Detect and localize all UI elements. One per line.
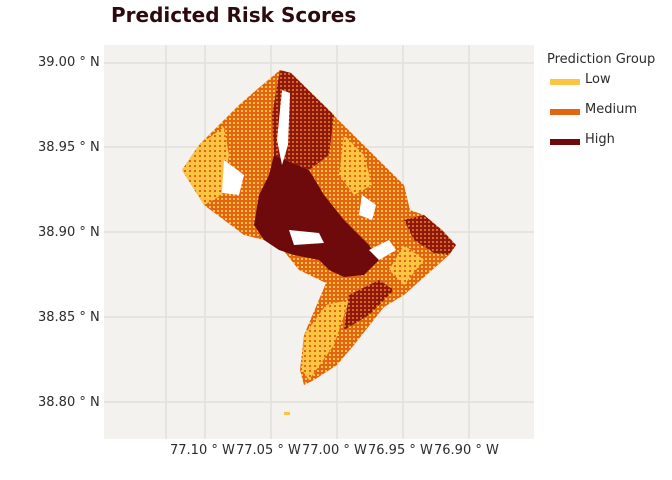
x-tick-label: 77.05 ° W xyxy=(236,443,301,458)
legend-item-low[interactable]: Low xyxy=(547,71,655,101)
region-low-se xyxy=(302,300,349,380)
dc-risk-map[interactable] xyxy=(104,45,534,439)
y-tick-label: 38.90 ° N xyxy=(38,225,100,240)
no-data-mall xyxy=(289,230,324,245)
x-tick-label: 77.00 ° W xyxy=(302,443,367,458)
legend-swatch-high xyxy=(550,139,580,145)
y-tick-label: 38.85 ° N xyxy=(38,310,100,325)
y-tick-label: 38.95 ° N xyxy=(38,140,100,155)
legend: Prediction Group Low Medium High xyxy=(547,52,655,161)
legend-item-medium[interactable]: Medium xyxy=(547,101,655,131)
legend-swatch-medium xyxy=(550,109,580,115)
x-tick-label: 76.95 ° W xyxy=(368,443,433,458)
legend-swatch-low xyxy=(550,79,580,85)
x-tick-label: 77.10 ° W xyxy=(170,443,235,458)
dc-boundary xyxy=(182,70,456,385)
y-tick-label: 38.80 ° N xyxy=(38,395,100,410)
legend-item-high[interactable]: High xyxy=(547,131,655,161)
region-low-ne xyxy=(339,135,372,195)
chart-title: Predicted Risk Scores xyxy=(111,3,357,27)
y-tick-label: 39.00 ° N xyxy=(38,55,100,70)
no-data-park xyxy=(222,160,244,195)
region-low-east xyxy=(389,245,424,285)
region-high-east xyxy=(404,215,456,255)
region-high-se-strip xyxy=(344,280,394,330)
no-data-ne xyxy=(359,195,376,220)
legend-label: Medium xyxy=(585,102,637,117)
region-low-nw xyxy=(182,127,229,205)
x-tick-label: 76.90 ° W xyxy=(434,443,499,458)
no-data-rockcreek xyxy=(277,90,290,165)
legend-label: Low xyxy=(585,72,611,87)
no-data-river xyxy=(369,240,396,260)
legend-label: High xyxy=(585,132,615,147)
region-high-core xyxy=(254,155,379,277)
island-point xyxy=(284,412,290,415)
legend-title: Prediction Group xyxy=(547,52,656,67)
